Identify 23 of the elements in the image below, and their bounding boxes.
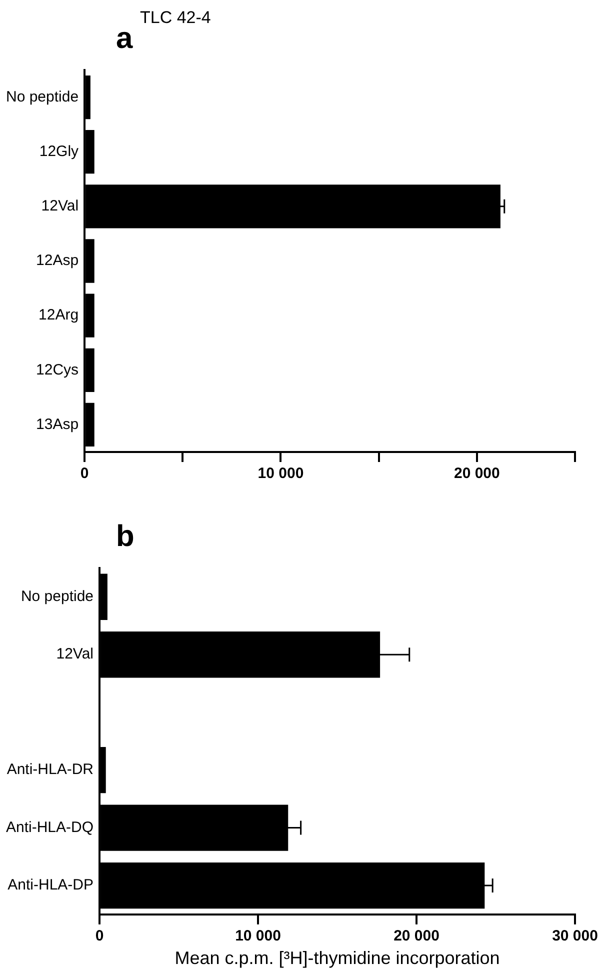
y-tick-label: 12Gly <box>39 143 80 160</box>
x-tick-label: 0 <box>95 928 104 945</box>
text: a <box>116 22 133 56</box>
y-tick-label: 12Val <box>41 198 79 215</box>
x-tick-label: 0 <box>80 465 89 482</box>
x-tick-label: 20 000 <box>454 465 500 482</box>
y-tick-label: 12Asp <box>36 252 79 270</box>
x-axis-title: Mean c.p.m. [³H]-thymidine incorporation <box>174 948 500 968</box>
y-tick-label: 12Arg <box>38 306 79 324</box>
x-tick-label: 10 000 <box>258 465 304 482</box>
chart-title: TLC 42-4 <box>140 8 211 28</box>
y-tick-label: No peptide <box>20 588 94 606</box>
y-tick-label: 12Cys <box>36 361 79 378</box>
y-tick-label: Anti-HLA-DP <box>8 876 94 894</box>
text: b <box>116 520 134 554</box>
x-tick-label: 10 000 <box>235 928 281 945</box>
y-tick-label: 12Val <box>56 646 94 663</box>
y-tick-label: No peptide <box>6 88 79 106</box>
x-tick-label: 20 000 <box>394 928 440 945</box>
y-tick-label: Anti-HLA-DQ <box>6 818 94 836</box>
x-tick-label: 30 000 <box>552 928 598 945</box>
y-tick-label: Anti-HLA-DR <box>6 761 94 778</box>
y-tick-label: 13Asp <box>36 416 79 433</box>
